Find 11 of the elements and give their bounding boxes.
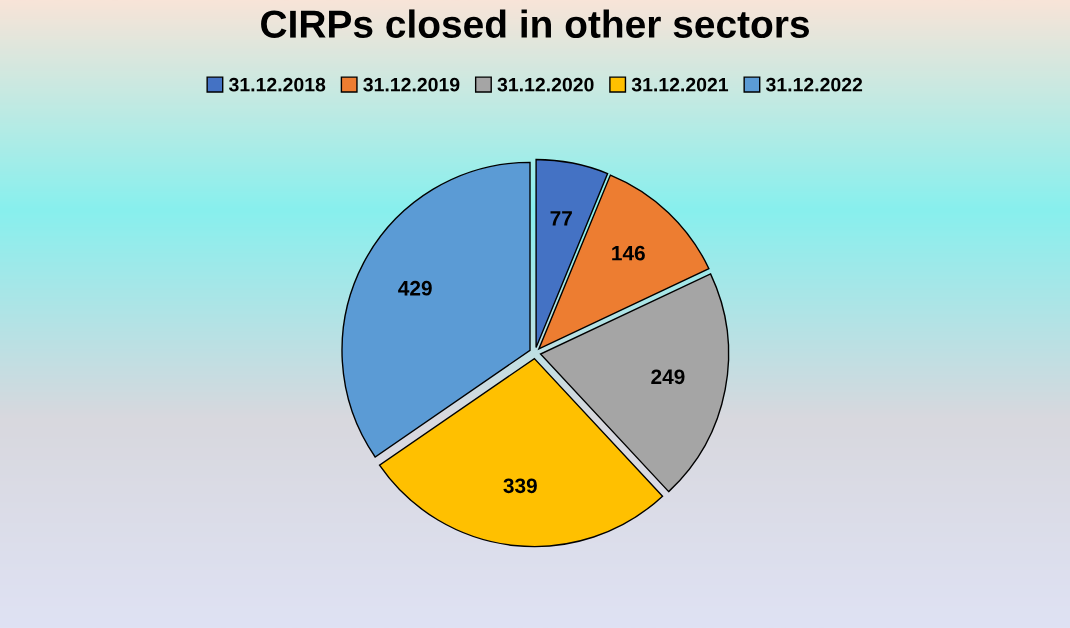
data-label: 77 [550,211,572,226]
data-label: 249 [651,369,685,385]
legend-label: 31.12.2020 [497,77,594,92]
data-label: 146 [612,245,645,261]
legend-label: 31.12.2022 [765,77,863,92]
legend-label: 31.12.2019 [363,77,460,92]
data-label: 339 [503,478,537,494]
chart-title: CIRPs closed in other sectors [261,9,809,38]
data-label: 429 [398,280,432,296]
legend-label: 31.12.2018 [228,77,326,92]
legend-label: 31.12.2021 [631,77,729,92]
